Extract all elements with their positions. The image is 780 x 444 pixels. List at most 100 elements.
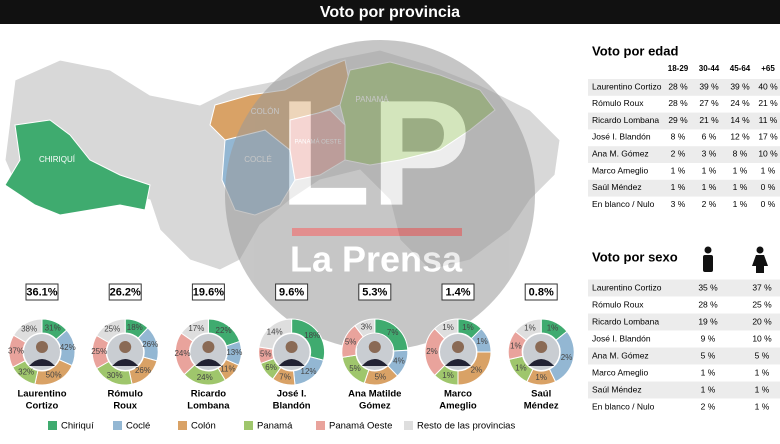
photo-body <box>528 359 555 366</box>
row-bg <box>588 79 780 96</box>
icon-woman-body <box>752 255 768 273</box>
cell: 1 % <box>755 401 770 411</box>
row-bg <box>588 381 780 399</box>
cell: 1 % <box>671 165 686 175</box>
legend-label: Panamá <box>257 421 293 432</box>
cell: 28 % <box>698 299 718 309</box>
row-bg <box>588 347 780 365</box>
row-label: Ricardo Lombana <box>592 316 659 326</box>
segment-label: 18% <box>127 323 143 332</box>
icon-man-head <box>704 246 712 254</box>
legend-swatch <box>113 421 122 430</box>
segment-label: 5% <box>345 337 357 346</box>
total-label: 26.2% <box>110 286 141 298</box>
total-box <box>441 283 475 301</box>
segment-label: 38% <box>21 325 37 334</box>
cell: 0 % <box>761 182 776 192</box>
total-label: 5.3% <box>362 286 387 298</box>
row-label: Marco Ameglio <box>592 165 648 175</box>
candidate-name: Roux <box>113 401 137 412</box>
cell: 5 % <box>755 350 770 360</box>
segment-label: 32% <box>18 368 34 377</box>
total-label: 19.6% <box>193 286 224 298</box>
cell: 1 % <box>755 367 770 377</box>
cell: 10 % <box>752 333 772 343</box>
candidate-name: Lombana <box>187 401 230 412</box>
cell: 3 % <box>671 199 686 209</box>
candidate-name: Ana Matilde <box>348 389 401 400</box>
segment-label: 7% <box>387 328 399 337</box>
cell: 1 % <box>701 384 716 394</box>
segment-label: 1% <box>515 363 527 372</box>
photo-body <box>29 359 55 366</box>
row-label: Rómulo Roux <box>592 98 644 108</box>
cell: 10 % <box>758 148 778 158</box>
chiriqui <box>4 119 151 216</box>
row-label: Laurentino Cortizo <box>592 81 662 91</box>
column-header: 45-64 <box>730 64 751 73</box>
segment-label: 42% <box>60 343 76 352</box>
segment-label: 24% <box>197 373 213 382</box>
photo-head <box>285 341 298 353</box>
column-header: 18-29 <box>668 64 689 73</box>
segment-label: 37% <box>8 346 24 355</box>
photo-body <box>112 359 139 366</box>
map-label: CHIRIQUÍ <box>39 155 76 164</box>
legend-swatch <box>178 421 187 430</box>
segment-label: 50% <box>46 370 62 379</box>
cell: 2 % <box>701 401 716 411</box>
table-title: Voto por sexo <box>592 249 678 264</box>
cell: 25 % <box>752 299 772 309</box>
row-bg <box>588 313 780 331</box>
legend-swatch <box>244 421 253 430</box>
segment-label: 17% <box>188 324 204 333</box>
segment-label: 30% <box>107 371 123 380</box>
segment-label: 2% <box>471 365 483 374</box>
donut-segment <box>12 318 43 344</box>
cell: 2 % <box>671 148 686 158</box>
segment-label: 31% <box>45 323 61 332</box>
photo-head <box>36 341 48 353</box>
segment-label: 5% <box>349 364 361 373</box>
segment-label: 26% <box>142 340 158 349</box>
cell: 29 % <box>668 115 688 125</box>
segment-label: 13% <box>226 348 242 357</box>
row-bg <box>588 279 780 297</box>
row-label: En blanco / Nulo <box>592 199 655 209</box>
row-bg <box>588 112 780 130</box>
donut-segment <box>514 318 542 341</box>
segment-label: 18% <box>304 331 320 340</box>
segment-label: 1% <box>442 371 454 380</box>
column-header: +65 <box>761 64 775 73</box>
segment-label: 14% <box>267 327 283 336</box>
segment-label: 24% <box>174 349 190 358</box>
donut-segment <box>433 318 459 340</box>
photo-head <box>368 341 381 353</box>
row-label: Saúl Méndez <box>592 384 642 394</box>
watermark: LP La Prensa <box>225 40 535 350</box>
legend-label: Chiriquí <box>61 421 94 432</box>
candidate-name: Ricardo <box>191 389 227 400</box>
candidate-name: Laurentino <box>17 389 66 400</box>
total-label: 1.4% <box>445 286 470 298</box>
segment-label: 25% <box>91 347 107 356</box>
candidate-name: Méndez <box>524 401 559 412</box>
segment-label: 22% <box>216 326 232 335</box>
cell: 9 % <box>701 333 716 343</box>
cell: 8 % <box>671 132 686 142</box>
total-box <box>108 283 142 301</box>
column-header: 30-44 <box>699 64 720 73</box>
photo-body <box>361 359 388 366</box>
photo-head <box>452 341 464 353</box>
cell: 28 % <box>668 81 688 91</box>
cell: 35 % <box>698 282 718 292</box>
segment-label: 1% <box>462 323 474 332</box>
cell: 1 % <box>671 182 686 192</box>
cell: 28 % <box>668 98 688 108</box>
cell: 17 % <box>758 132 778 142</box>
icon-woman-head <box>756 246 764 254</box>
donut-segment <box>95 318 126 344</box>
cell: 24 % <box>730 98 750 108</box>
cell: 1 % <box>733 199 748 209</box>
row-label: En blanco / Nulo <box>592 401 655 411</box>
